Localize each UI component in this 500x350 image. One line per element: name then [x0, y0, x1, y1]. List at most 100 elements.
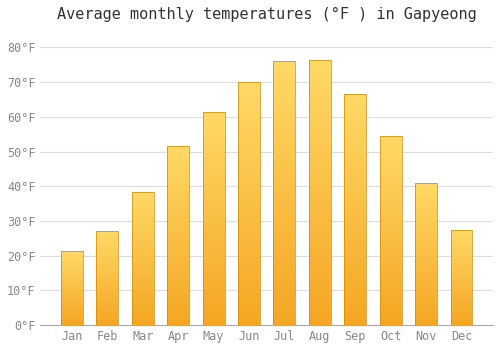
- Bar: [450, 306, 472, 307]
- Bar: [309, 174, 331, 176]
- Bar: [309, 113, 331, 116]
- Bar: [202, 308, 224, 310]
- Bar: [61, 274, 83, 275]
- Bar: [450, 266, 472, 267]
- Bar: [96, 281, 118, 282]
- Bar: [238, 114, 260, 116]
- Bar: [61, 317, 83, 318]
- Bar: [238, 218, 260, 221]
- Bar: [415, 265, 437, 267]
- Bar: [202, 182, 224, 184]
- Bar: [309, 296, 331, 299]
- Bar: [450, 284, 472, 285]
- Bar: [344, 288, 366, 290]
- Bar: [380, 136, 402, 325]
- Bar: [450, 258, 472, 259]
- Bar: [167, 236, 189, 238]
- Bar: [380, 191, 402, 193]
- Bar: [132, 285, 154, 286]
- Bar: [274, 191, 295, 193]
- Bar: [344, 228, 366, 231]
- Bar: [344, 131, 366, 134]
- Bar: [61, 306, 83, 307]
- Bar: [415, 322, 437, 324]
- Bar: [96, 264, 118, 265]
- Bar: [309, 121, 331, 123]
- Bar: [132, 304, 154, 305]
- Bar: [167, 277, 189, 279]
- Bar: [96, 242, 118, 243]
- Bar: [450, 323, 472, 324]
- Bar: [61, 313, 83, 314]
- Bar: [238, 109, 260, 111]
- Bar: [415, 313, 437, 314]
- Bar: [415, 211, 437, 213]
- Bar: [274, 251, 295, 254]
- Bar: [380, 195, 402, 196]
- Bar: [96, 298, 118, 299]
- Bar: [380, 151, 402, 153]
- Bar: [167, 293, 189, 295]
- Bar: [238, 128, 260, 131]
- Bar: [274, 236, 295, 238]
- Bar: [274, 140, 295, 143]
- Bar: [274, 72, 295, 75]
- Bar: [132, 199, 154, 201]
- Bar: [344, 249, 366, 251]
- Bar: [309, 304, 331, 307]
- Bar: [96, 306, 118, 307]
- Bar: [380, 210, 402, 212]
- Bar: [274, 294, 295, 296]
- Bar: [238, 126, 260, 128]
- Bar: [167, 272, 189, 273]
- Bar: [61, 253, 83, 254]
- Bar: [415, 243, 437, 244]
- Bar: [132, 276, 154, 277]
- Bar: [238, 216, 260, 218]
- Bar: [344, 263, 366, 265]
- Bar: [202, 178, 224, 180]
- Bar: [309, 168, 331, 171]
- Bar: [309, 206, 331, 208]
- Bar: [274, 288, 295, 291]
- Bar: [274, 254, 295, 257]
- Bar: [344, 208, 366, 210]
- Bar: [167, 227, 189, 229]
- Bar: [415, 240, 437, 241]
- Bar: [344, 154, 366, 157]
- Bar: [61, 268, 83, 269]
- Bar: [61, 287, 83, 288]
- Bar: [167, 200, 189, 202]
- Bar: [380, 166, 402, 168]
- Bar: [202, 122, 224, 125]
- Bar: [132, 219, 154, 221]
- Bar: [96, 314, 118, 315]
- Bar: [238, 179, 260, 182]
- Bar: [202, 180, 224, 182]
- Bar: [450, 248, 472, 249]
- Bar: [132, 214, 154, 216]
- Bar: [132, 191, 154, 325]
- Bar: [167, 298, 189, 300]
- Bar: [344, 279, 366, 281]
- Bar: [415, 197, 437, 198]
- Bar: [202, 210, 224, 212]
- Bar: [96, 244, 118, 245]
- Bar: [450, 279, 472, 280]
- Bar: [202, 242, 224, 244]
- Bar: [96, 263, 118, 264]
- Bar: [380, 185, 402, 187]
- Bar: [450, 263, 472, 264]
- Bar: [450, 303, 472, 304]
- Bar: [450, 294, 472, 295]
- Bar: [309, 224, 331, 227]
- Bar: [309, 200, 331, 203]
- Bar: [415, 261, 437, 262]
- Bar: [132, 250, 154, 252]
- Bar: [415, 260, 437, 261]
- Bar: [61, 310, 83, 311]
- Bar: [132, 268, 154, 269]
- Bar: [309, 89, 331, 91]
- Bar: [96, 239, 118, 240]
- Bar: [274, 230, 295, 233]
